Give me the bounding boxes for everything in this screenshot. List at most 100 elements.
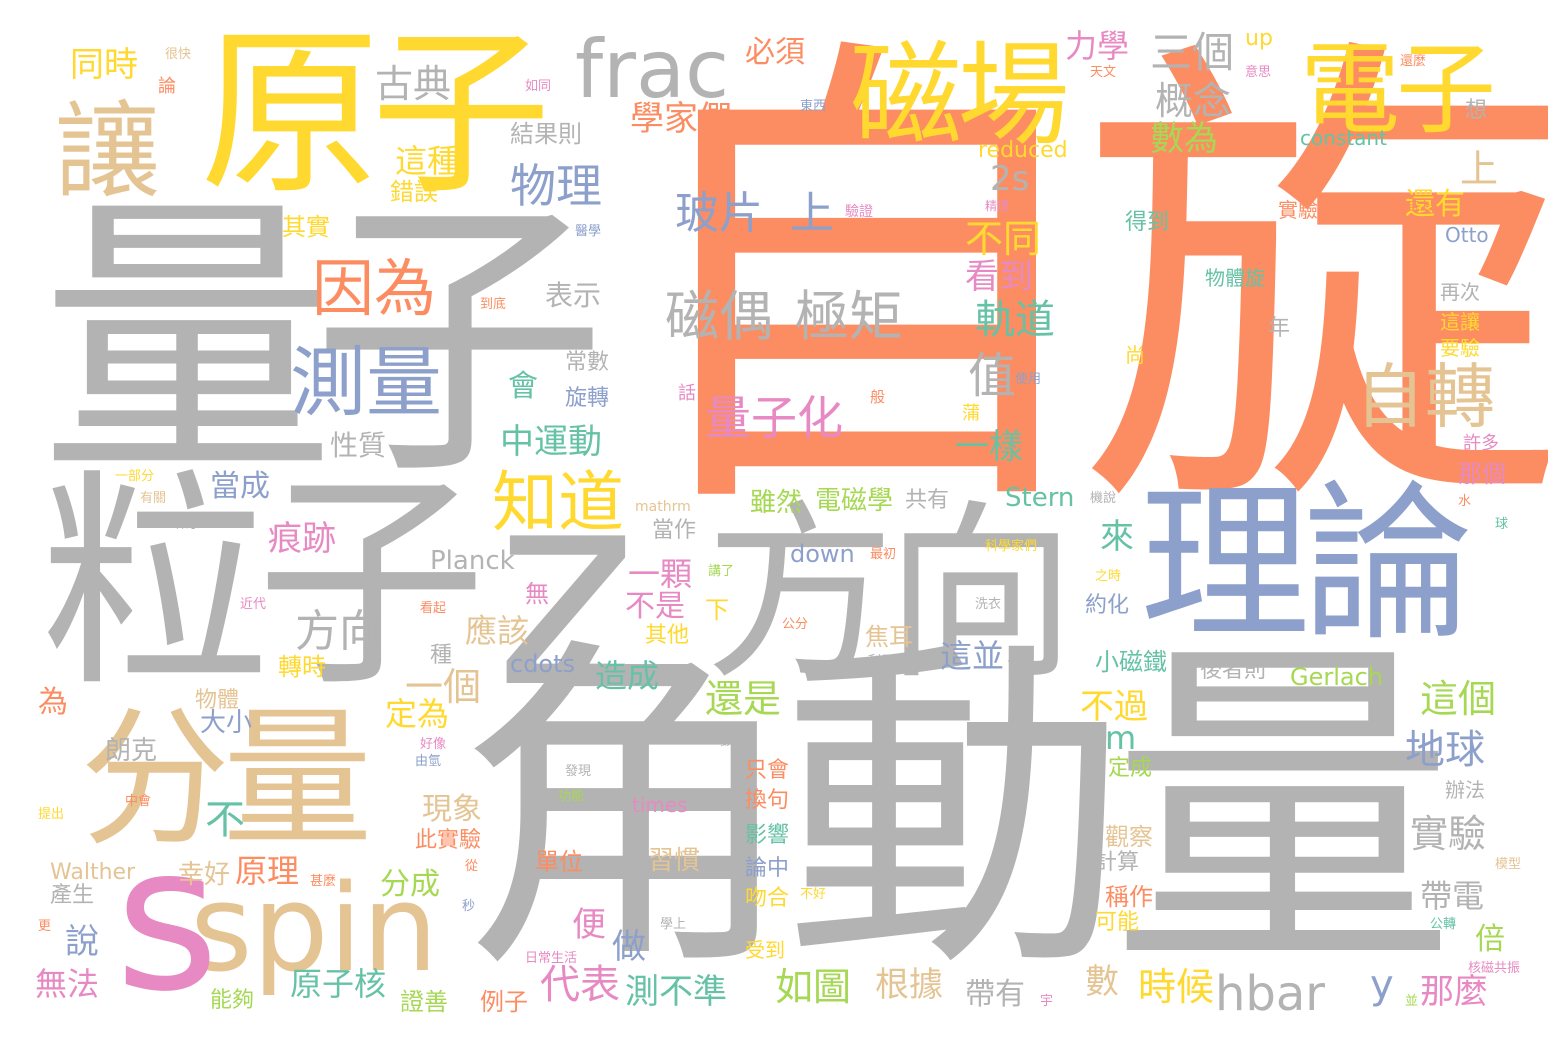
word-still-shang: 尚	[1125, 343, 1145, 367]
word-one-piece: 一顆	[628, 555, 693, 593]
word-in-theory: 論中	[745, 856, 790, 881]
word-mathrm: mathrm	[635, 499, 691, 515]
word-function: 功能	[558, 789, 585, 804]
word-moment: 極矩	[795, 285, 903, 348]
word-measure: 測量	[290, 338, 442, 427]
word-very-fast: 很快	[165, 47, 192, 62]
word-geng: 更	[38, 919, 52, 934]
word-2s: 2s	[990, 159, 1030, 199]
word-below: 下	[705, 596, 729, 624]
word-regard-as: 當作	[652, 518, 697, 543]
word-shang: 上	[790, 188, 834, 239]
word-revolution: 公轉	[1430, 917, 1457, 932]
word-then: 便	[572, 905, 606, 945]
word-must: 必須	[745, 35, 805, 70]
word-water: 水	[1458, 494, 1472, 509]
word-reduced: reduced	[978, 138, 1068, 163]
word-physics: 物理	[510, 159, 602, 213]
word-in-other-words: 換句	[745, 788, 790, 813]
word-laundry: 洗衣	[975, 597, 1002, 612]
word-observe: 觀察	[1105, 823, 1153, 851]
word-planck-zh: 朗克	[105, 736, 158, 766]
word-quantum: 量子	[40, 170, 606, 514]
word-classical: 古典	[375, 62, 452, 106]
word-able: 能夠	[210, 988, 255, 1013]
word-calculate: 計算	[1095, 850, 1140, 875]
word-also: 還有	[1405, 187, 1465, 222]
word-ball: 球	[1495, 517, 1509, 532]
word-trace: 痕跡	[268, 519, 336, 559]
word-wei: 為	[38, 685, 68, 720]
word-property: 性質	[330, 429, 387, 462]
word-method: 辦法	[1445, 778, 1485, 802]
word-verify: 驗證	[845, 204, 873, 220]
word-fortunately: 幸好	[178, 860, 231, 890]
word-still: 還是	[705, 677, 782, 721]
word-result: 結果則	[510, 120, 582, 148]
word-number: 數	[1085, 962, 1119, 1002]
word-year: 年	[1268, 316, 1291, 341]
word-atom: 原子	[200, 10, 551, 219]
word-unit: 單位	[535, 848, 583, 876]
word-related: 有關	[140, 491, 167, 506]
word-magnetic-field: 磁場	[850, 31, 1070, 161]
word-this: 這個	[1420, 677, 1497, 721]
word-time: 時候	[1138, 965, 1215, 1009]
word-jing-li: 精理	[985, 199, 1010, 213]
word-spinning: 旋轉	[565, 386, 610, 411]
word-same: 一樣	[955, 427, 1023, 467]
word-otto: Otto	[1445, 223, 1489, 247]
word-again: 再次	[1440, 280, 1480, 304]
word-know: 知道	[492, 464, 624, 541]
word-according: 根據	[875, 965, 943, 1005]
word-only: 只會	[745, 758, 790, 783]
word-walther: Walther	[50, 860, 136, 885]
word-kind: 種	[430, 643, 453, 668]
word-match: 吻合	[745, 886, 790, 911]
word-hui: 會	[508, 369, 538, 404]
word-y: y	[1370, 962, 1394, 1008]
word-hua: 話	[678, 383, 696, 404]
word-rotation: 自轉	[1355, 356, 1495, 438]
word-part: 一部分	[115, 469, 155, 484]
word-propose: 提出	[38, 807, 65, 822]
word-quantized: 量子化	[705, 391, 843, 445]
word-although: 雖然	[750, 488, 803, 518]
word-times: times	[632, 793, 688, 817]
word-different: 不同	[965, 217, 1042, 261]
word-improve: 證善	[400, 988, 448, 1016]
word-not-good: 不好	[800, 887, 827, 902]
word-direction-small: 方向	[295, 606, 383, 657]
word-seems: 似乎	[175, 517, 202, 532]
word-zixuan: 自旋	[618, 0, 1548, 570]
word-say: 說	[65, 922, 99, 962]
word-medical: 醫學	[575, 224, 602, 239]
word-second: 秒	[462, 899, 476, 914]
word-shen-me: 甚麼	[310, 874, 337, 889]
word-experiment-come: 實驗來	[1278, 198, 1338, 222]
word-experiment: 實驗	[1410, 812, 1487, 856]
word-influence: 影響	[745, 823, 790, 848]
word-come: 來	[1100, 517, 1134, 557]
word-initially: 最初	[870, 547, 897, 562]
word-at-time: 之時	[1095, 569, 1122, 584]
word-electromagnetism: 電磁學	[815, 486, 894, 516]
word-modern: 近代	[240, 597, 267, 612]
word-this-kind: 這種	[395, 142, 460, 180]
word-error: 錯誤	[390, 178, 438, 206]
word-charged: 帶電	[1420, 877, 1485, 915]
word-simultaneous: 同時	[70, 45, 138, 85]
word-think: 想	[1465, 98, 1488, 123]
word-particle: 粒子	[40, 451, 486, 718]
word-astronomy: 天文	[1090, 65, 1117, 80]
word-discover: 發現	[565, 764, 592, 779]
word-hai-me: 還麼	[1400, 54, 1427, 69]
word-zhong-hui: 中會	[125, 794, 152, 809]
word-total: 共有	[905, 488, 950, 513]
word-other: 其他	[645, 623, 690, 648]
word-reduced-zh: 約化	[1085, 593, 1130, 618]
word-z: z	[495, 432, 637, 747]
word-cdots: cdots	[510, 650, 576, 678]
word-as-figure: 如圖	[775, 965, 852, 1009]
